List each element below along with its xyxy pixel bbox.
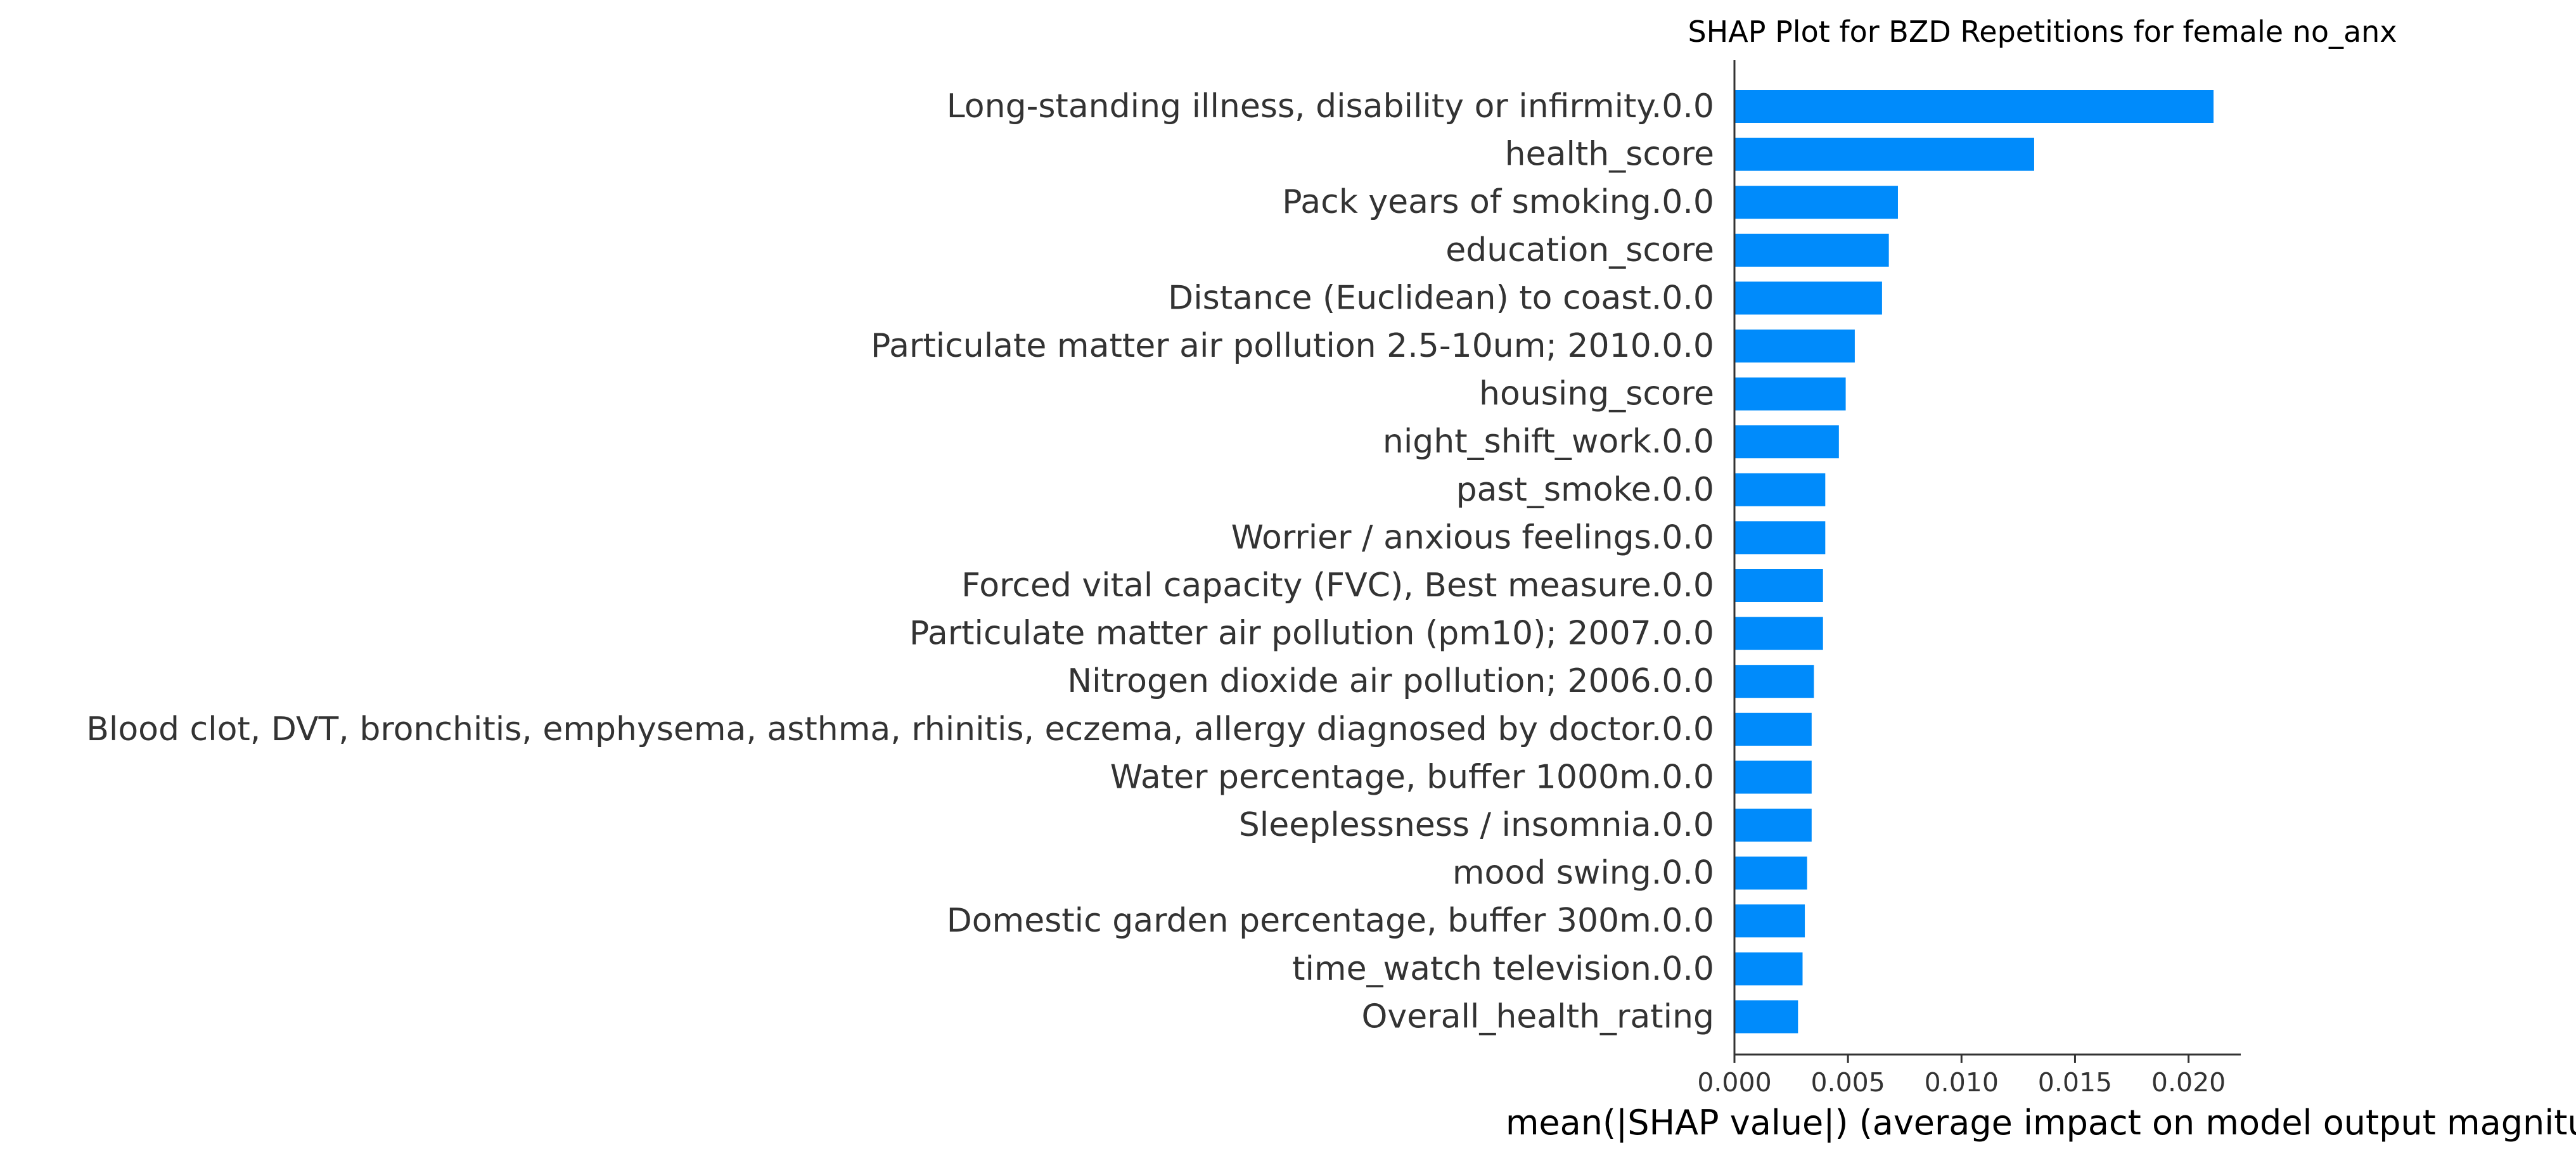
- feature-label: Worrier / anxious feelings.0.0: [1231, 518, 1714, 556]
- bar-17: [1734, 904, 1805, 938]
- bars-layer: [1734, 90, 2214, 1034]
- bar-6: [1734, 377, 1846, 411]
- x-tick-label: 0.020: [2151, 1067, 2226, 1098]
- bar-2: [1734, 186, 1898, 219]
- chart-title: SHAP Plot for BZD Repetitions for female…: [1688, 15, 2397, 49]
- feature-label: Pack years of smoking.0.0: [1282, 183, 1714, 221]
- bar-1: [1734, 138, 2034, 171]
- bar-16: [1734, 856, 1807, 890]
- feature-label: past_smoke.0.0: [1456, 471, 1714, 509]
- bar-9: [1734, 521, 1826, 555]
- feature-label: Particulate matter air pollution 2.5-10u…: [871, 327, 1714, 365]
- feature-label: night_shift_work.0.0: [1383, 423, 1714, 461]
- bar-19: [1734, 1000, 1798, 1034]
- feature-label: mood swing.0.0: [1452, 854, 1714, 892]
- feature-label: Blood clot, DVT, bronchitis, emphysema, …: [86, 710, 1714, 748]
- feature-label: Domestic garden percentage, buffer 300m.…: [947, 902, 1714, 940]
- feature-label: Water percentage, buffer 1000m.0.0: [1110, 758, 1714, 796]
- x-tick-label: 0.010: [1925, 1067, 1999, 1098]
- bar-12: [1734, 665, 1814, 698]
- bar-13: [1734, 712, 1812, 746]
- bar-5: [1734, 330, 1855, 362]
- feature-label: Sleeplessness / insomnia.0.0: [1239, 806, 1714, 844]
- feature-label: Particulate matter air pollution (pm10);…: [909, 615, 1714, 653]
- x-tick-label: 0.005: [1810, 1067, 1885, 1098]
- feature-label: housing_score: [1479, 375, 1714, 413]
- bar-3: [1734, 233, 1889, 267]
- x-axis-title: mean(|SHAP value|) (average impact on mo…: [1506, 1103, 2576, 1143]
- bar-15: [1734, 809, 1812, 842]
- bar-10: [1734, 569, 1823, 602]
- feature-label: Distance (Euclidean) to coast.0.0: [1168, 279, 1714, 317]
- feature-labels: Long-standing illness, disability or inf…: [86, 87, 1714, 1036]
- feature-label: education_score: [1445, 231, 1714, 269]
- feature-label: time_watch television.0.0: [1292, 950, 1714, 988]
- bar-0: [1734, 90, 2214, 123]
- x-axis-ticks: 0.000 0.005 0.010 0.015 0.020: [1697, 1055, 2226, 1098]
- feature-label: Overall_health_rating: [1362, 997, 1715, 1036]
- feature-label: Long-standing illness, disability or inf…: [947, 87, 1714, 125]
- feature-label: Nitrogen dioxide air pollution; 2006.0.0: [1067, 662, 1714, 700]
- x-tick-label: 0.000: [1697, 1067, 1771, 1098]
- feature-label: Forced vital capacity (FVC), Best measur…: [961, 567, 1714, 605]
- bar-18: [1734, 952, 1803, 985]
- bar-14: [1734, 760, 1812, 794]
- bar-7: [1734, 425, 1839, 459]
- bar-4: [1734, 281, 1882, 315]
- x-tick-label: 0.015: [2038, 1067, 2112, 1098]
- feature-label: health_score: [1505, 136, 1714, 174]
- bar-8: [1734, 473, 1826, 506]
- bar-11: [1734, 617, 1823, 650]
